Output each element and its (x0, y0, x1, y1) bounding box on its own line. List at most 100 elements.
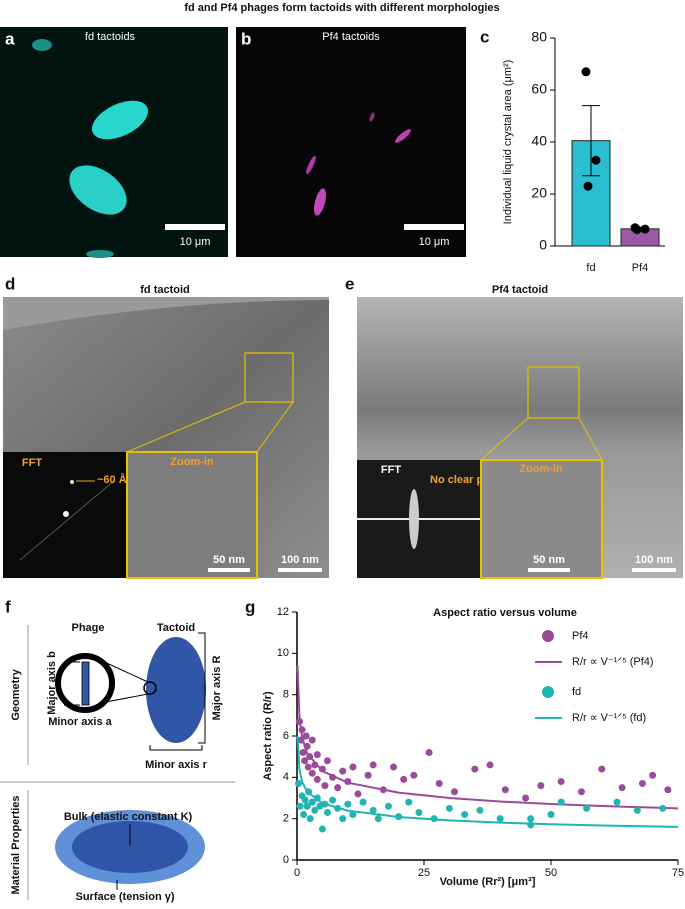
data-point (301, 796, 309, 804)
data-point (522, 794, 530, 802)
data-point (364, 771, 372, 779)
data-point (405, 798, 413, 806)
zoom-box (244, 352, 294, 403)
diagram-label: Tactoid (157, 622, 195, 634)
diagram-label: Major axis b (46, 651, 58, 715)
bracket (149, 745, 203, 751)
section-label: Geometry (10, 668, 22, 720)
data-point (425, 749, 433, 757)
data-point (471, 765, 479, 773)
phage (81, 661, 90, 706)
y-tick-label: 20 (531, 185, 547, 201)
data-point (339, 815, 347, 823)
data-point (359, 798, 367, 806)
tactoid (91, 100, 149, 140)
data-point (633, 806, 641, 814)
data-point (638, 780, 646, 788)
legend-label: R/r ∝ V⁻¹ᐟ⁵ (fd) (572, 712, 646, 724)
fft-streak (19, 479, 116, 561)
scale-bar (278, 568, 322, 572)
zoom-box (527, 366, 580, 419)
data-point (296, 802, 304, 810)
data-point (659, 804, 667, 812)
data-point (354, 790, 362, 798)
data-point (308, 736, 316, 744)
figure-title: fd and Pf4 phages form tactoids with dif… (184, 2, 499, 14)
panel-letter: g (245, 597, 255, 616)
x-tick-label: 50 (545, 867, 557, 879)
y-tick-label: 6 (283, 730, 289, 742)
data-point (304, 763, 312, 771)
y-tick-label: 40 (531, 133, 547, 149)
data-point (303, 802, 311, 810)
zoom-label: Zoom-in (170, 456, 214, 468)
data-point (311, 806, 319, 814)
data-point (583, 181, 593, 191)
data-point (618, 784, 626, 792)
tactoid (86, 250, 114, 258)
zoom-circle (143, 681, 157, 695)
data-point (313, 775, 321, 783)
data-point (339, 767, 347, 775)
data-point (400, 775, 408, 783)
peak-label: ~60 Å (97, 473, 127, 486)
fft-peak (70, 480, 74, 484)
tactoid (32, 39, 52, 51)
scale-label: 100 nm (635, 554, 673, 566)
scale-bar (208, 568, 250, 572)
zoom-line (99, 659, 149, 683)
data-point (313, 751, 321, 759)
legend-label: R/r ∝ V⁻¹ᐟ⁵ (Pf4) (572, 656, 654, 668)
y-axis-label: Aspect ratio (R/r) (262, 691, 274, 781)
zoom-line (105, 693, 149, 703)
data-point (527, 815, 535, 823)
tactoid (313, 188, 327, 216)
data-point (581, 67, 591, 77)
zoom-line (480, 417, 529, 461)
scale-bar (632, 568, 676, 572)
fft-label: FFT (381, 464, 401, 476)
data-point (632, 225, 642, 235)
data-point (557, 798, 565, 806)
data-point (302, 732, 310, 740)
panel-letter: d (5, 274, 15, 293)
scale-label: 10 μm (180, 236, 211, 248)
data-point (613, 798, 621, 806)
zoom-line (256, 401, 294, 453)
diagram-label: Bulk (elastic constant K) (64, 811, 193, 823)
error-bar (582, 105, 600, 177)
y-tick-label: 2 (283, 813, 289, 825)
image-label: Pf4 tactoids (322, 31, 380, 43)
data-point (299, 749, 307, 757)
scale-label: 50 nm (213, 554, 245, 566)
bulk (72, 821, 188, 873)
data-point (591, 155, 601, 165)
fft-center (409, 489, 419, 549)
data-point (476, 806, 484, 814)
diagram-label: Major axis R (211, 656, 223, 721)
diagram-label: Phage (71, 622, 104, 634)
scale-bar (528, 568, 570, 572)
data-point (664, 786, 672, 794)
panel-letter: a (5, 29, 15, 48)
data-point (301, 757, 309, 765)
y-tick-label: 10 (277, 647, 289, 659)
tactoid (69, 165, 127, 215)
data-point (410, 771, 418, 779)
scale-bar (165, 224, 225, 230)
legend-swatch (542, 686, 554, 698)
image-title: Pf4 tactoid (492, 284, 548, 296)
panel-letter: f (5, 597, 11, 616)
data-point (318, 765, 326, 773)
section-label: Material Properties (10, 795, 22, 894)
scale-label: 100 nm (281, 554, 319, 566)
tactoid (369, 112, 375, 122)
zoom-label: Zoom-in (519, 463, 563, 475)
y-tick-label: 80 (531, 29, 547, 45)
data-point (323, 808, 331, 816)
scale-label: 10 μm (419, 236, 450, 248)
data-point (598, 765, 606, 773)
image-label: fd tactoids (85, 31, 136, 43)
y-tick-label: 12 (277, 606, 289, 618)
